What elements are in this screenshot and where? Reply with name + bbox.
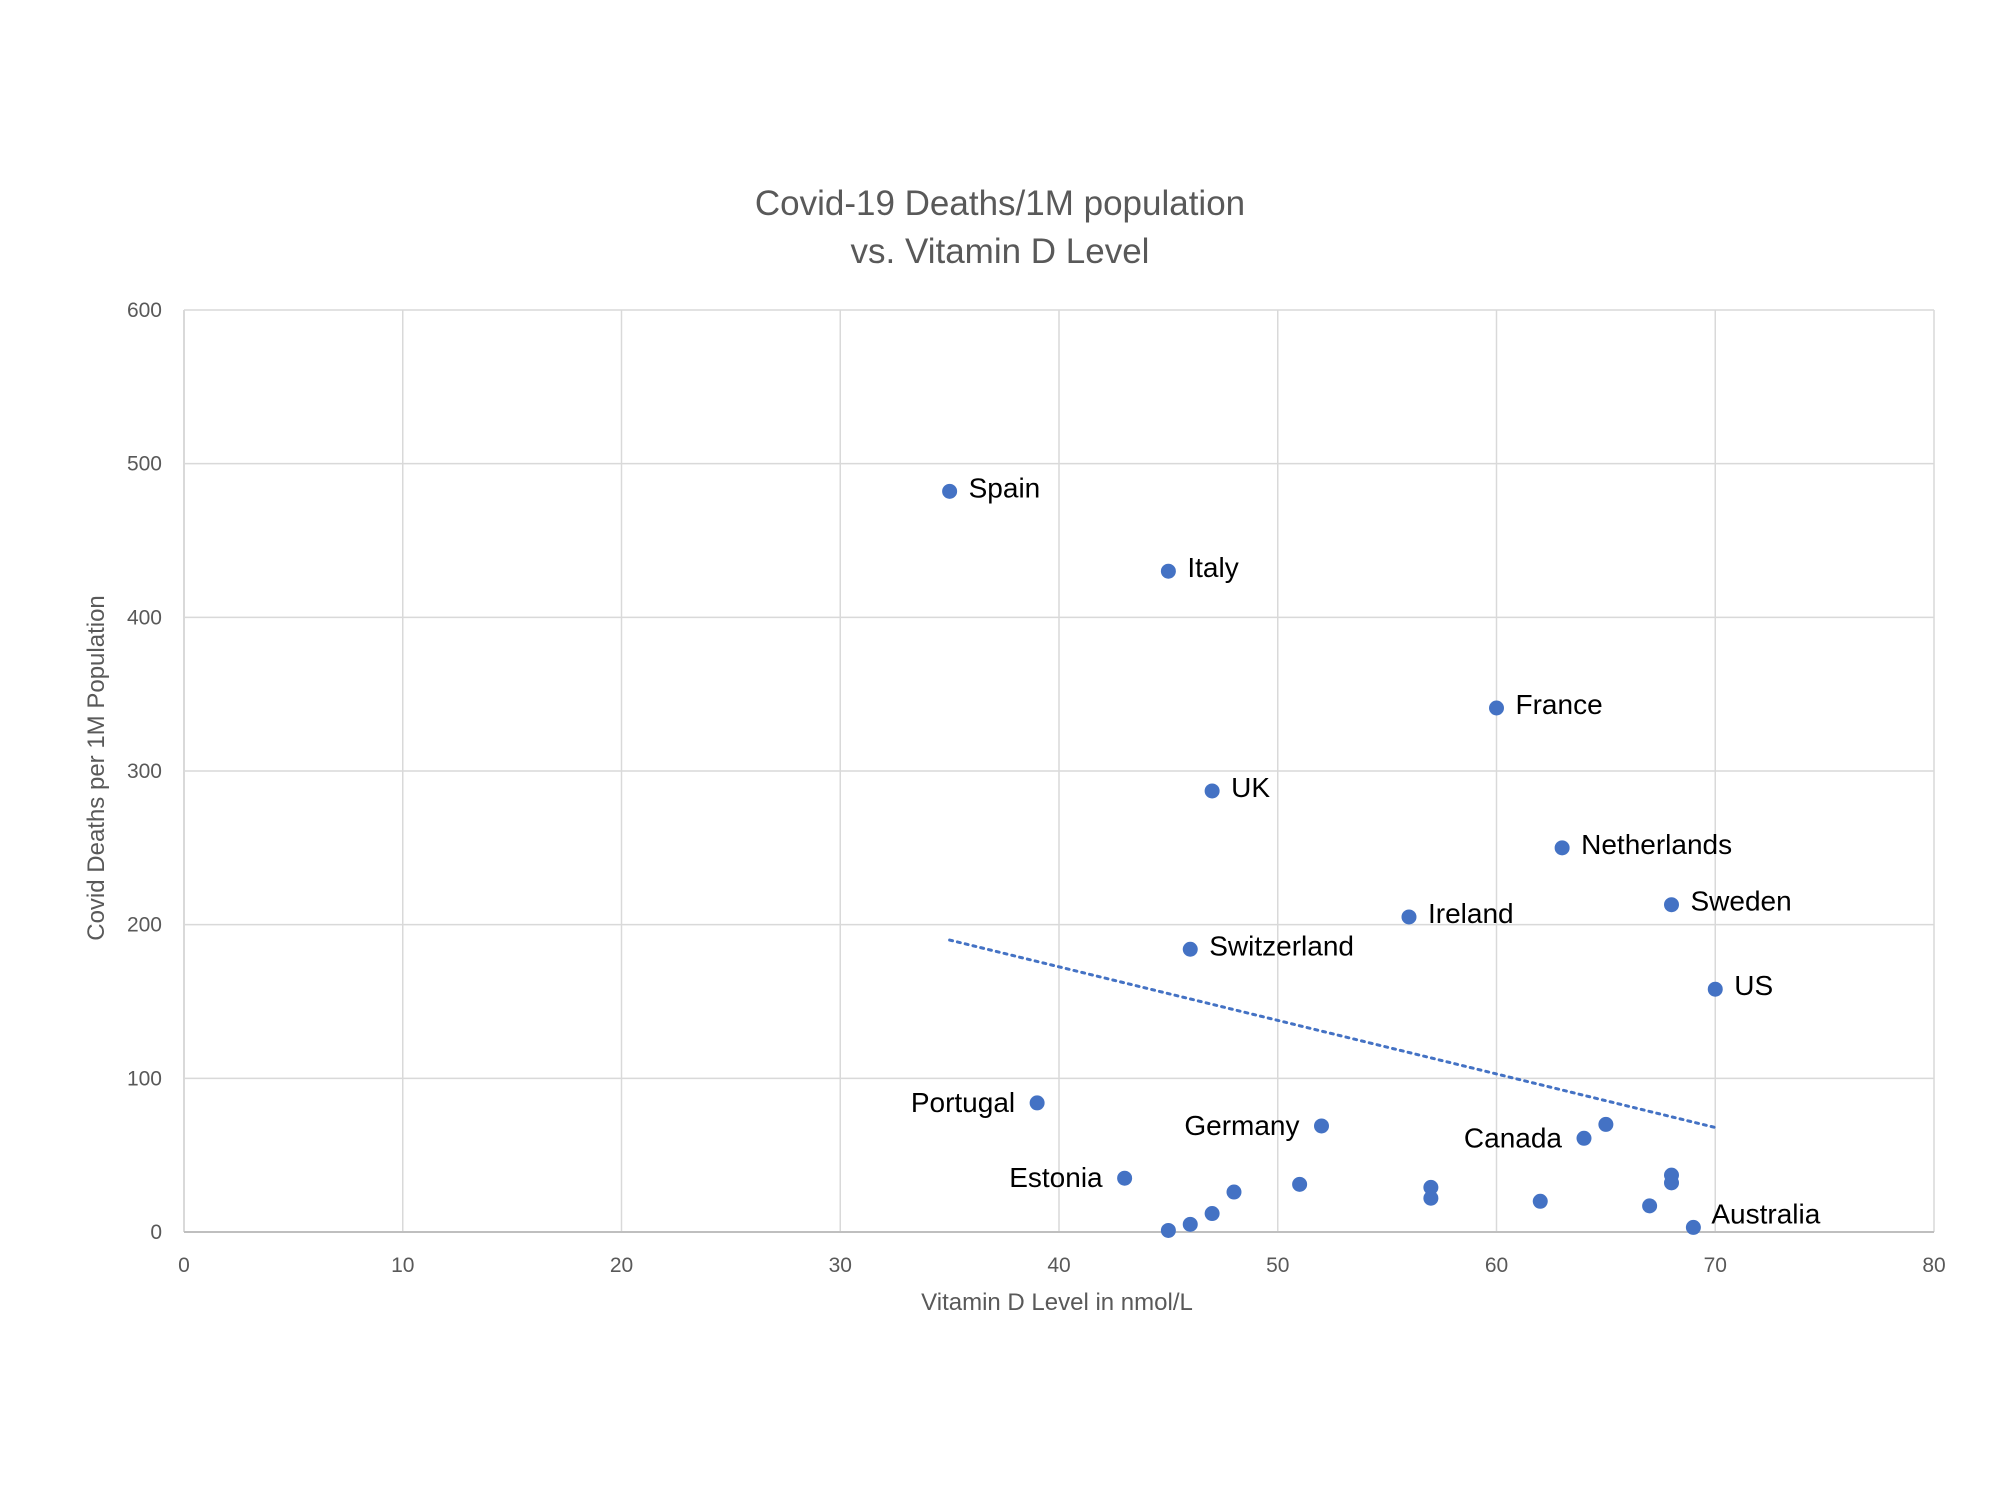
y-tick-label: 500	[127, 453, 162, 476]
x-tick-label: 10	[391, 1254, 414, 1277]
data-label: Germany	[1184, 1110, 1299, 1141]
data-point	[1160, 1222, 1176, 1238]
x-tick-label: 30	[829, 1254, 852, 1277]
y-tick-label: 400	[127, 606, 162, 629]
x-tick-label: 70	[1704, 1254, 1727, 1277]
data-label: Ireland	[1428, 898, 1514, 929]
x-axis-label: Vitamin D Level in nmol/L	[921, 1289, 1193, 1316]
data-point	[1401, 909, 1417, 925]
data-point	[942, 483, 958, 499]
y-tick-label: 100	[127, 1067, 162, 1090]
data-point	[1532, 1193, 1548, 1209]
data-label: Sweden	[1691, 886, 1792, 917]
data-point	[1707, 981, 1723, 997]
data-label: Estonia	[1009, 1162, 1103, 1193]
x-tick-label: 40	[1047, 1254, 1070, 1277]
data-label: US	[1734, 970, 1773, 1001]
data-point	[1576, 1130, 1592, 1146]
data-point	[1182, 1216, 1198, 1232]
data-point	[1204, 783, 1220, 799]
data-label: Portugal	[911, 1087, 1015, 1118]
data-point	[1160, 563, 1176, 579]
y-tick-label: 300	[127, 760, 162, 783]
chart-title-line-1: Covid-19 Deaths/1M population	[754, 184, 1246, 223]
trendline	[948, 938, 1717, 1130]
data-label: France	[1516, 689, 1603, 720]
data-point	[1314, 1118, 1329, 1134]
x-tick-label: 0	[178, 1254, 190, 1277]
data-label: Italy	[1187, 552, 1238, 583]
x-tick-label: 60	[1485, 1254, 1508, 1277]
data-point	[1598, 1116, 1614, 1132]
data-point	[1664, 897, 1679, 913]
data-point	[1182, 941, 1198, 957]
data-point	[1423, 1179, 1439, 1195]
data-point	[1664, 1175, 1679, 1191]
y-tick-label: 0	[150, 1221, 162, 1244]
data-point	[1489, 700, 1504, 716]
data-point	[1554, 840, 1570, 856]
y-tick-label: 200	[127, 914, 162, 937]
chart-title-line-2: vs. Vitamin D Level	[850, 232, 1150, 271]
data-point	[1685, 1219, 1701, 1235]
data-label: UK	[1231, 772, 1270, 803]
x-tick-label: 80	[1922, 1254, 1945, 1277]
y-axis-label: Covid Deaths per 1M Population	[83, 595, 110, 941]
x-tick-label: 20	[610, 1254, 633, 1277]
data-label: Netherlands	[1581, 829, 1732, 860]
data-label: Switzerland	[1209, 930, 1354, 961]
x-tick-label: 50	[1266, 1254, 1289, 1277]
data-label: Spain	[969, 472, 1041, 503]
data-point	[1642, 1198, 1658, 1214]
data-point	[1226, 1184, 1242, 1200]
data-point	[1423, 1190, 1439, 1206]
data-label: Australia	[1711, 1198, 1820, 1229]
data-point	[1292, 1176, 1308, 1192]
data-point	[1117, 1170, 1133, 1186]
y-tick-label: 600	[127, 299, 162, 322]
data-point	[1029, 1095, 1045, 1111]
data-point	[1204, 1206, 1220, 1222]
data-label: Canada	[1464, 1122, 1563, 1153]
